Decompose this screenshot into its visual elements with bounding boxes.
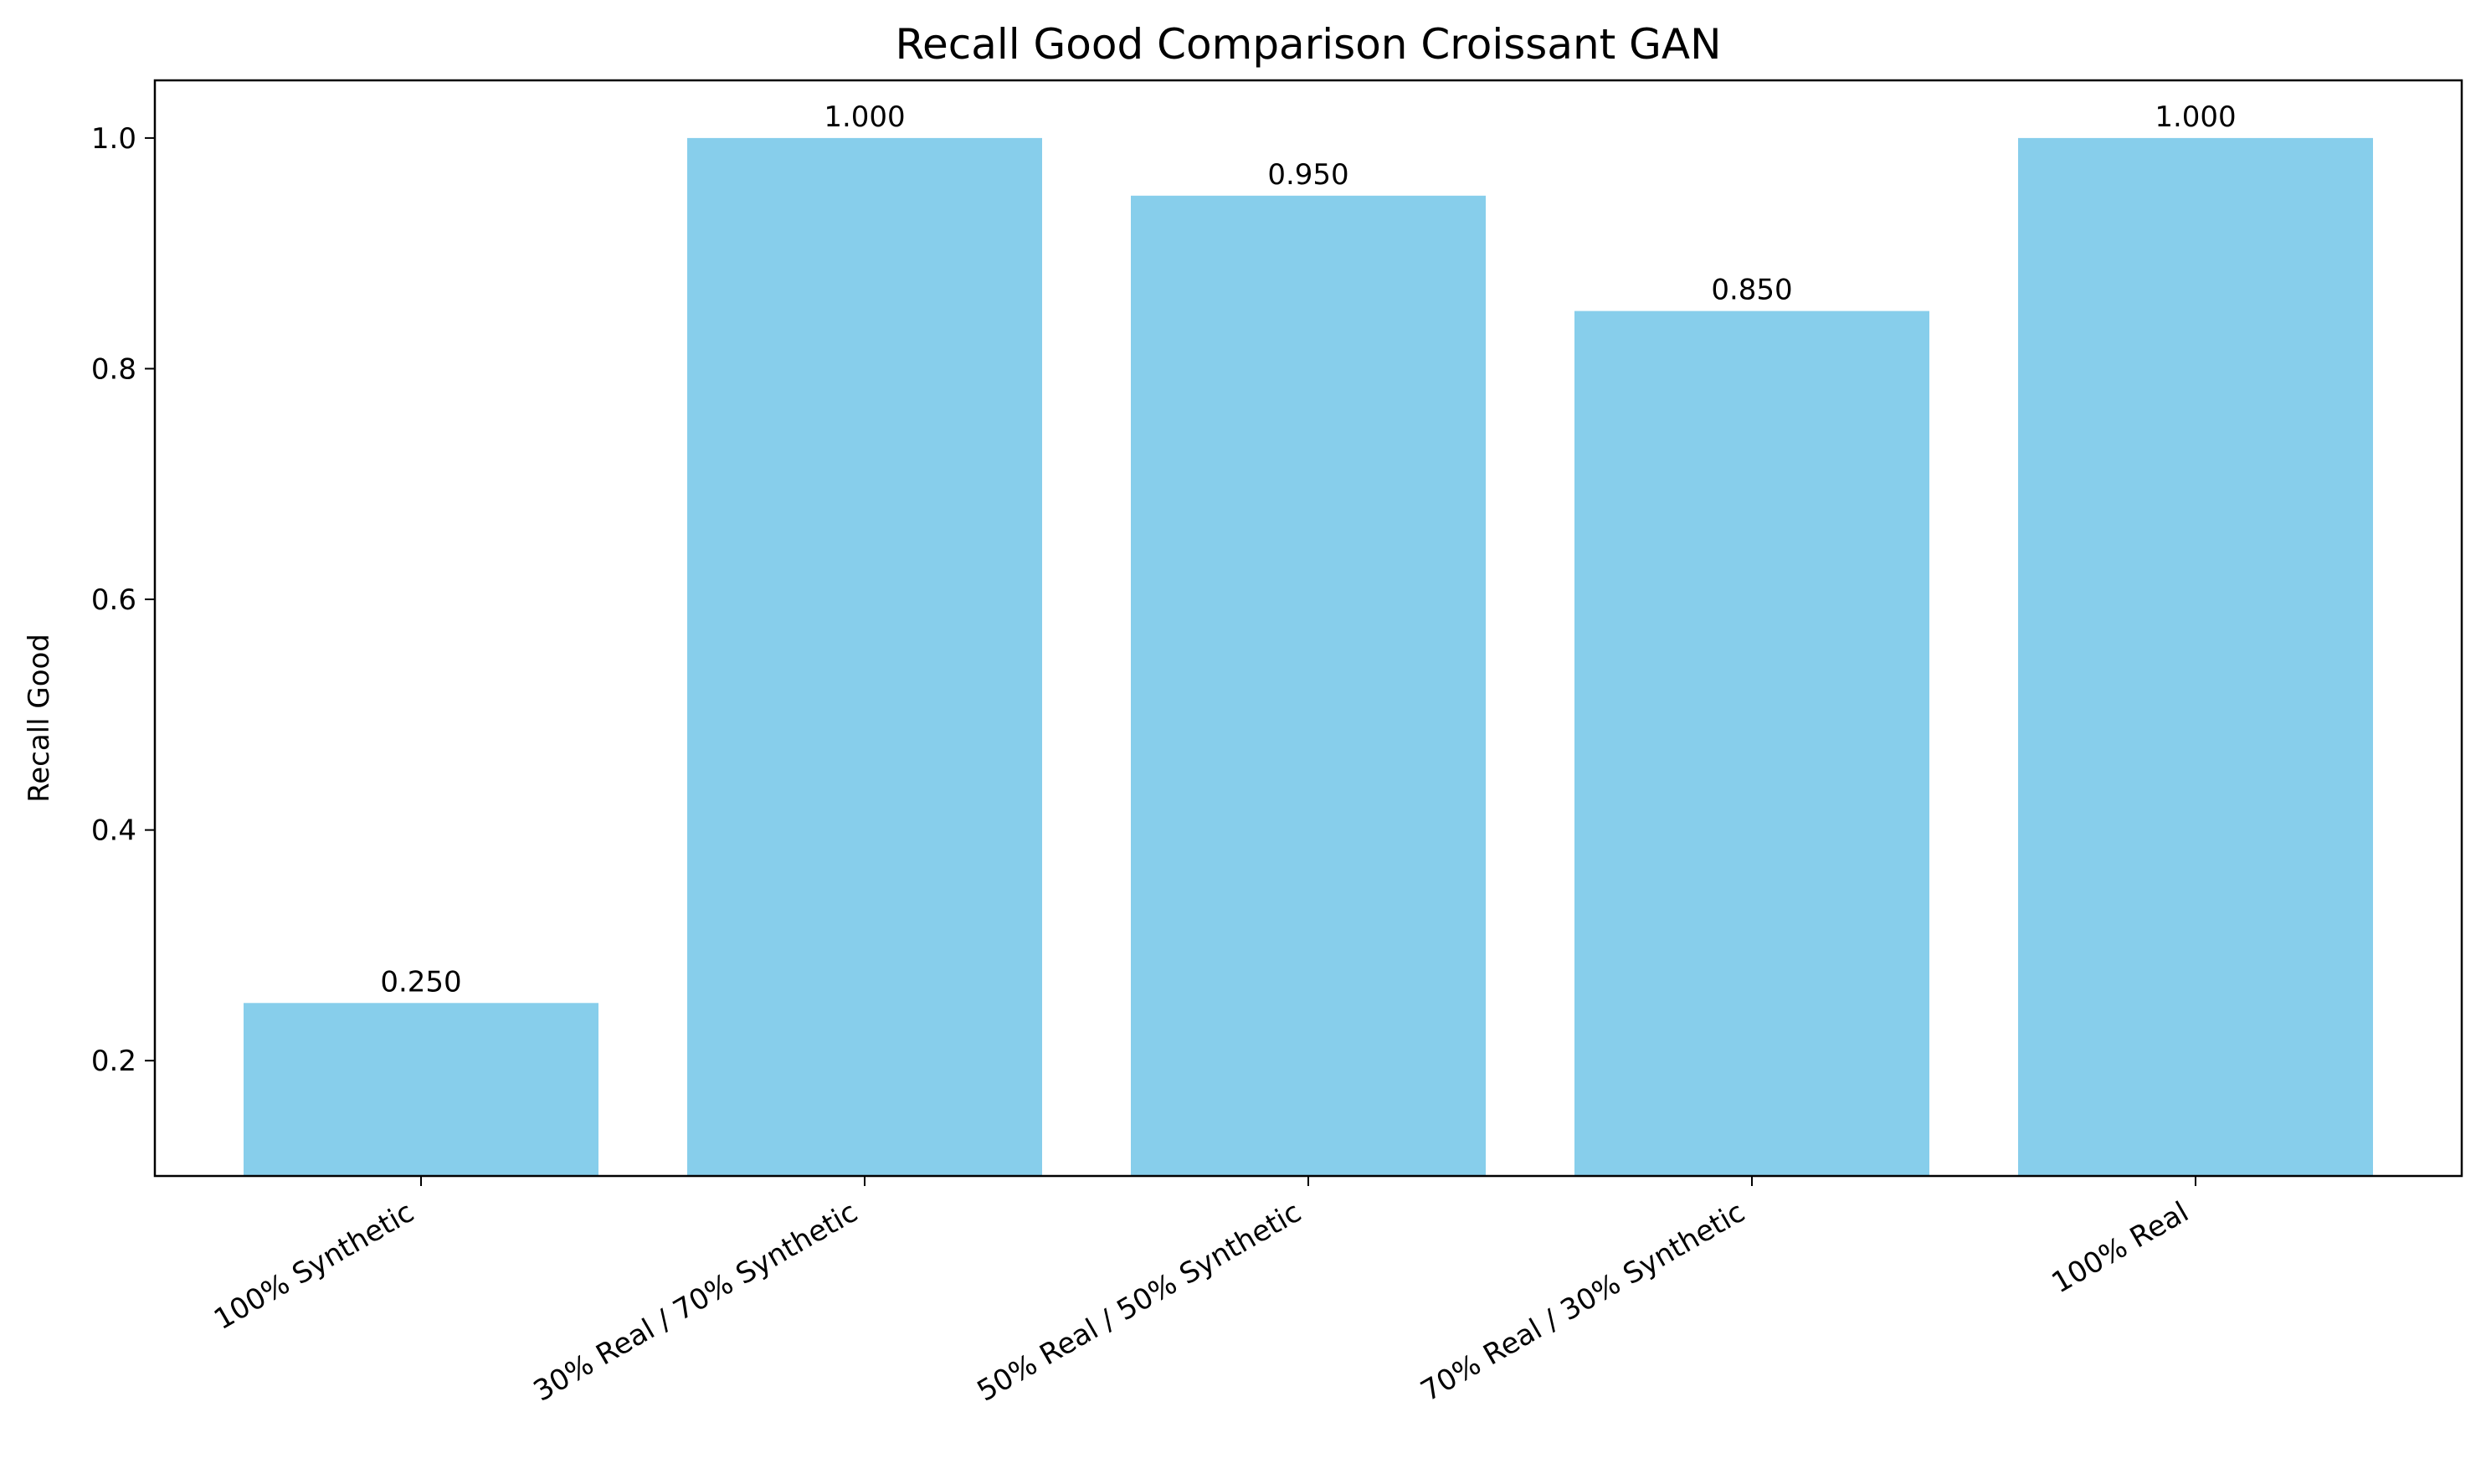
bar — [1574, 311, 1929, 1176]
bar-value-label: 0.950 — [1267, 158, 1348, 192]
bar-value-label: 1.000 — [824, 100, 905, 134]
y-axis: 0.2 0.4 0.6 0.8 1.0 — [91, 122, 155, 1078]
bars-layer — [244, 137, 2373, 1177]
y-axis-label: Recall Good — [23, 634, 56, 803]
bar-value-label: 0.250 — [380, 965, 461, 999]
bar-value-label: 1.000 — [2155, 100, 2236, 134]
y-tick-label: 0.8 — [91, 352, 136, 386]
plot-frame — [153, 79, 2463, 1178]
bar-value-label: 0.850 — [1711, 274, 1792, 307]
y-tick-label: 0.2 — [91, 1045, 136, 1078]
chart-title: Recall Good Comparison Croissant GAN — [895, 20, 1721, 69]
bar — [2018, 137, 2373, 1176]
bar — [1131, 195, 1486, 1177]
y-tick-label: 0.6 — [91, 583, 136, 617]
y-tick-label: 1.0 — [91, 122, 136, 156]
y-tick-label: 0.4 — [91, 814, 136, 848]
bar — [687, 137, 1042, 1176]
bar — [244, 1003, 598, 1176]
value-labels-layer: 0.250 1.000 0.950 0.850 1.000 — [380, 100, 2236, 999]
